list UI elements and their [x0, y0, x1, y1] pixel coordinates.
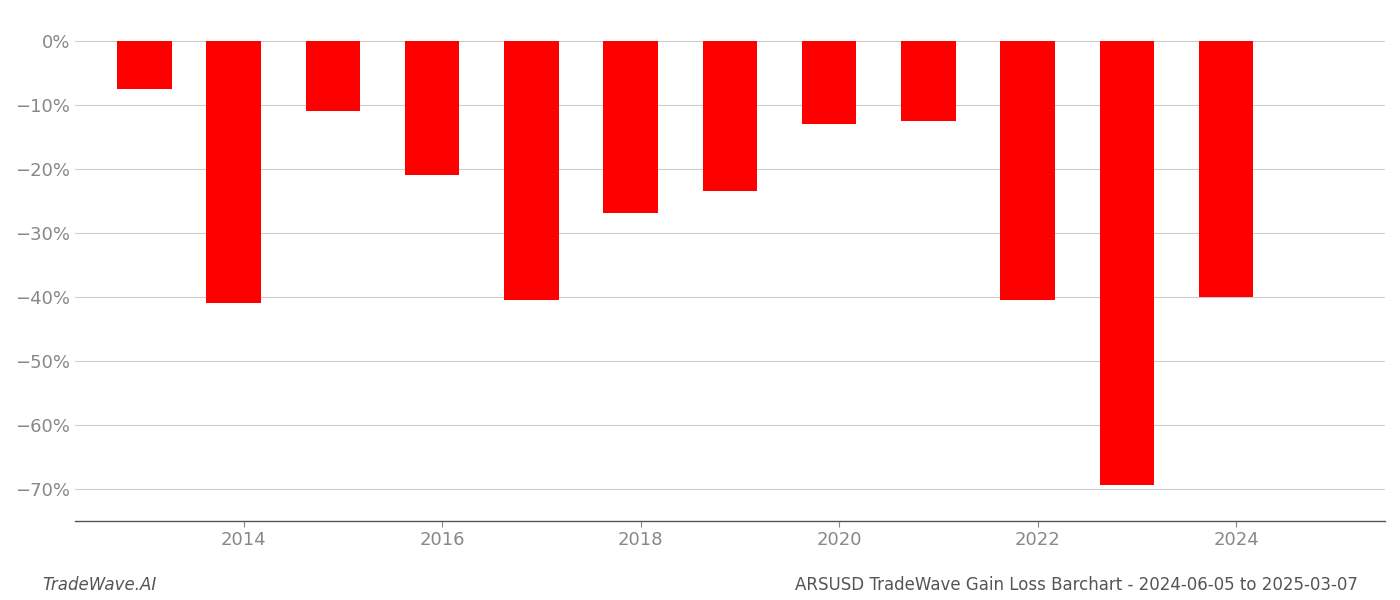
- Bar: [703, 41, 757, 191]
- Bar: [405, 41, 459, 175]
- Bar: [305, 41, 360, 111]
- Bar: [504, 41, 559, 300]
- Bar: [1001, 41, 1056, 300]
- Bar: [118, 41, 172, 89]
- Bar: [902, 41, 956, 121]
- Bar: [206, 41, 260, 303]
- Text: TradeWave.AI: TradeWave.AI: [42, 576, 157, 594]
- Bar: [1099, 41, 1154, 485]
- Bar: [802, 41, 857, 124]
- Bar: [1198, 41, 1253, 296]
- Bar: [603, 41, 658, 214]
- Text: ARSUSD TradeWave Gain Loss Barchart - 2024-06-05 to 2025-03-07: ARSUSD TradeWave Gain Loss Barchart - 20…: [795, 576, 1358, 594]
